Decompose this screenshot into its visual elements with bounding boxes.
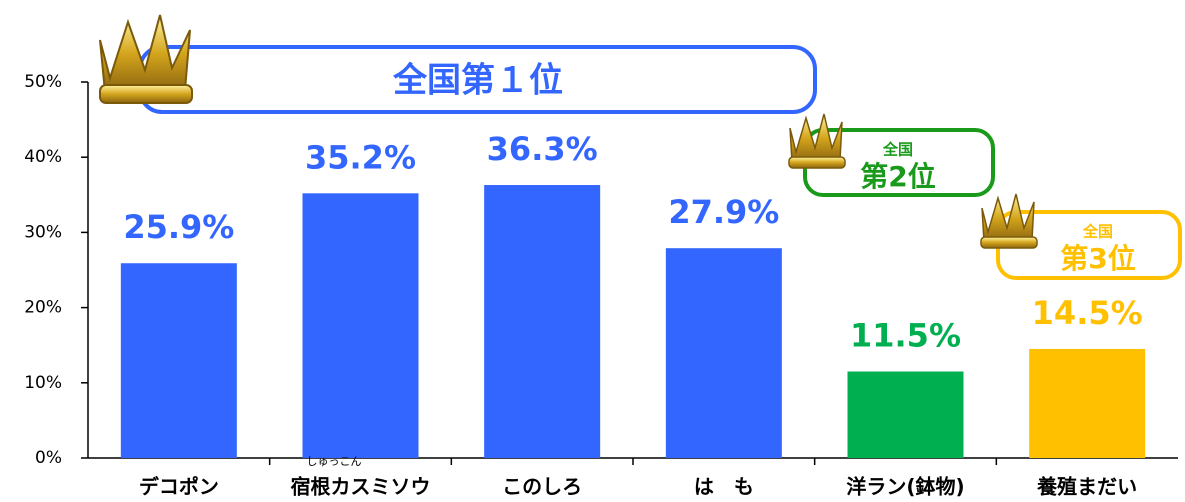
bar (1029, 348, 1146, 458)
value-label: 27.9% (668, 193, 779, 231)
crown-icon (788, 113, 846, 169)
rank-label: 第3位 (1060, 242, 1135, 275)
crown-icon (980, 193, 1038, 249)
x-tick-label: は も (694, 475, 754, 499)
x-tick-label: デコポン (139, 475, 219, 499)
bar (120, 263, 237, 458)
y-tick-label: 30% (24, 222, 62, 242)
value-label: 11.5% (850, 317, 961, 355)
x-tick-label: 宿根カスミソウ (291, 475, 431, 499)
value-label: 25.9% (123, 208, 234, 246)
crown-icon (99, 14, 193, 104)
y-tick-label: 10% (24, 373, 62, 393)
y-tick-label: 0% (35, 448, 62, 468)
value-label: 14.5% (1032, 294, 1143, 332)
value-label: 35.2% (305, 138, 416, 176)
bar (847, 371, 964, 458)
y-tick-label: 40% (24, 147, 62, 167)
x-tick-label: このしろ (502, 475, 582, 499)
rank-label: 全国第１位 (392, 61, 563, 101)
bar (484, 185, 601, 459)
rank-label: 第2位 (860, 160, 935, 193)
rank-label: 全国 (1082, 223, 1113, 241)
x-tick-label: 洋ラン(鉢物) (846, 475, 964, 499)
y-tick-label: 20% (24, 298, 62, 318)
bar (665, 248, 782, 458)
rank-label: 全国 (882, 141, 913, 159)
x-tick-label: 養殖まだい (1036, 475, 1137, 499)
y-tick-label: 50% (24, 72, 62, 92)
ruby-text: しゅっこん (307, 455, 362, 468)
bar (302, 193, 419, 458)
value-label: 36.3% (487, 130, 598, 168)
